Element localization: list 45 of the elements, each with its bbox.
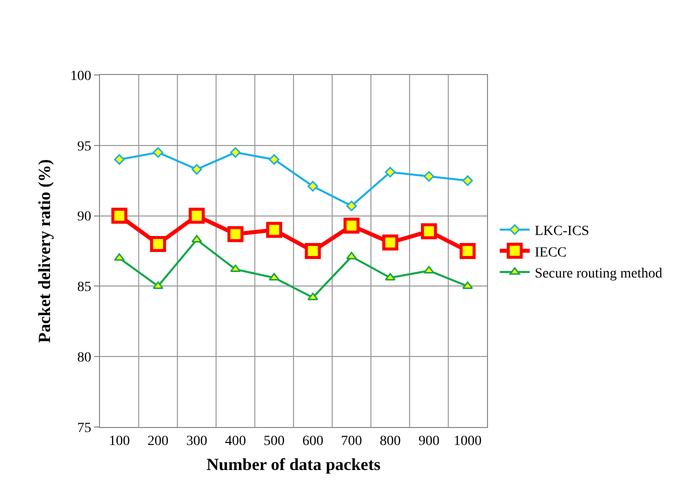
point <box>152 147 164 158</box>
point <box>152 281 164 289</box>
point <box>227 226 244 242</box>
point <box>111 208 128 224</box>
point <box>230 147 241 158</box>
y-tick-label: 85 <box>77 280 92 296</box>
point <box>191 164 202 175</box>
x-tick-label: 700 <box>341 434 362 449</box>
point <box>384 166 396 178</box>
x-tick-label: 100 <box>108 434 130 449</box>
point <box>268 154 280 165</box>
point <box>460 243 476 259</box>
x-tick-label: 900 <box>418 434 440 449</box>
point <box>346 252 357 260</box>
legend-label: Secure routing method <box>534 266 662 282</box>
y-tick-label: 80 <box>77 350 92 366</box>
point <box>230 264 241 272</box>
x-tick-label: 600 <box>302 434 324 449</box>
point <box>424 266 434 274</box>
y-axis-title: Packet delivery ratio (%) <box>34 159 54 343</box>
x-axis-title: Number of data packets <box>206 455 381 474</box>
point <box>308 180 318 192</box>
x-tick-label: 200 <box>148 434 169 449</box>
point <box>344 218 360 234</box>
x-tick-label: 400 <box>224 434 246 449</box>
x-tick-label: 300 <box>186 434 208 449</box>
x-tick-label: 1000 <box>454 434 482 449</box>
point <box>346 200 357 212</box>
y-tick-label: 75 <box>77 420 92 436</box>
point <box>114 154 125 165</box>
point <box>420 223 437 240</box>
legend-label: LKC-ICS <box>534 224 590 240</box>
x-tick-label: 500 <box>264 434 285 449</box>
point <box>266 222 282 238</box>
point <box>188 208 205 224</box>
y-tick-label: 100 <box>70 68 92 84</box>
point <box>462 175 473 186</box>
y-tick-label: 90 <box>77 210 92 225</box>
legend-label: IECC <box>534 245 567 260</box>
point <box>424 171 434 182</box>
point <box>150 236 166 252</box>
x-tick-label: 800 <box>380 434 401 449</box>
point <box>382 234 398 251</box>
point <box>304 243 321 259</box>
y-tick-label: 95 <box>77 139 92 154</box>
